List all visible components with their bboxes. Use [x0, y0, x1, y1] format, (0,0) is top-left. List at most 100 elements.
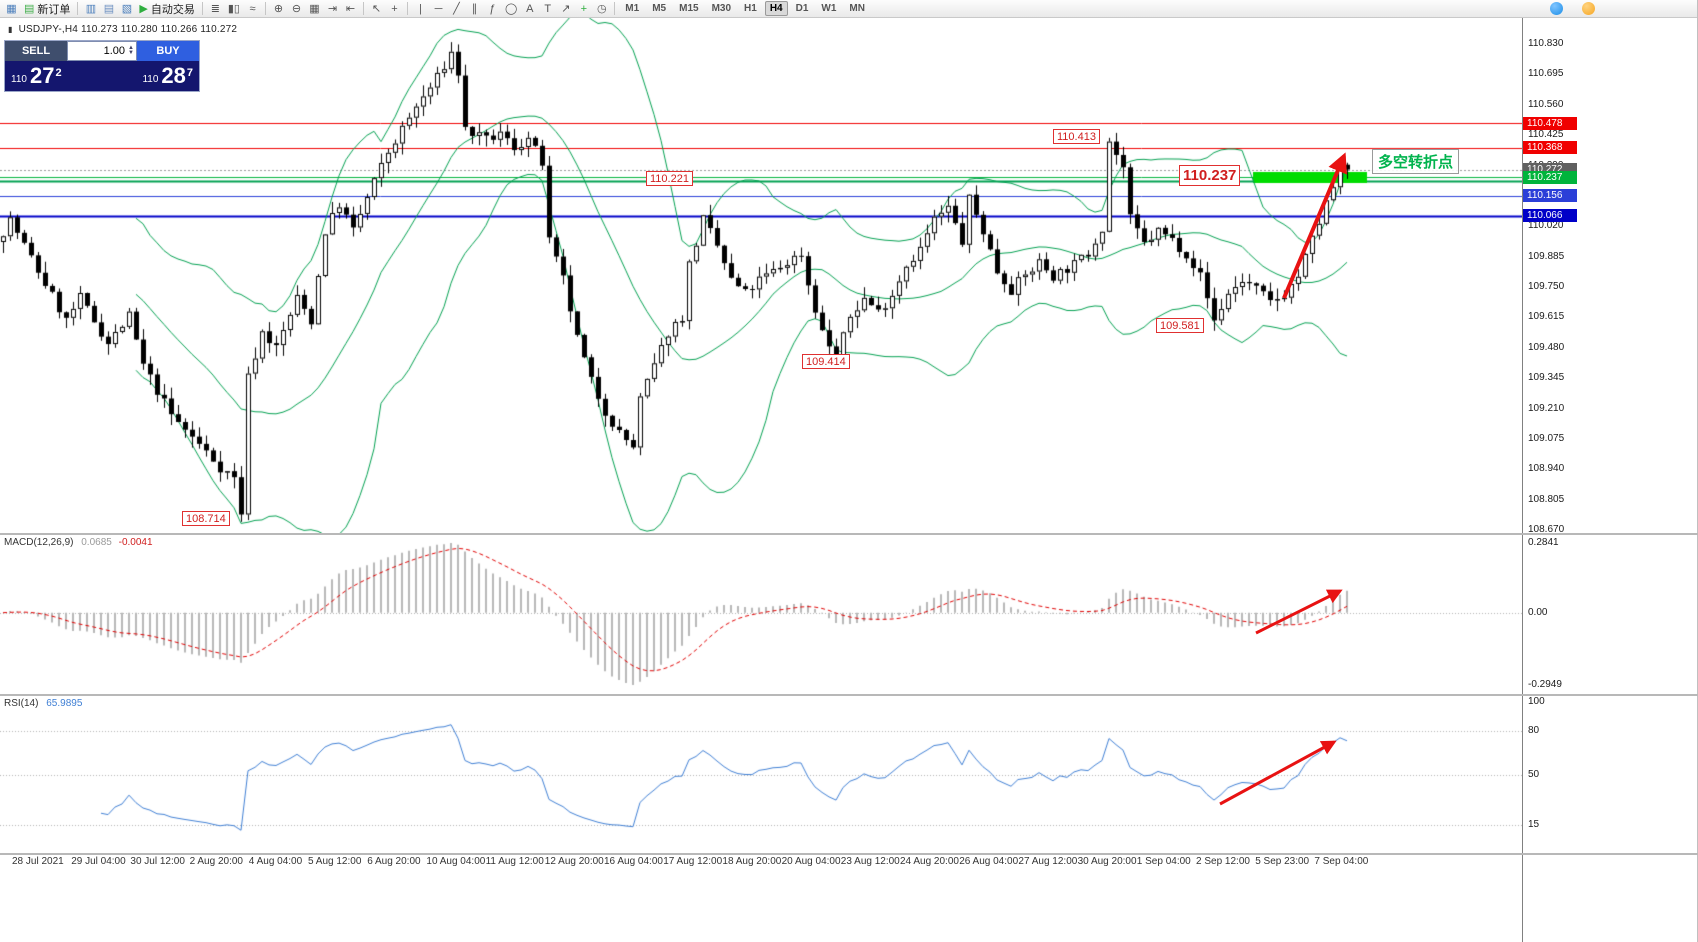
fibonacci-icon[interactable]: ƒ: [484, 1, 501, 17]
sell-price[interactable]: 110 27 2: [11, 64, 62, 88]
axis-tick-label: 110.020: [1528, 220, 1564, 232]
rsi-panel-canvas[interactable]: [0, 696, 1522, 853]
timeframe-button-h1[interactable]: H1: [744, 3, 757, 14]
text-label-icon-glyph: T: [544, 2, 552, 15]
rsi-value: 65.9895: [46, 698, 83, 709]
macd-signal-value: -0.0041: [118, 537, 153, 548]
timeframe-button-m15[interactable]: M15: [679, 3, 699, 14]
time-label: 30 Aug 20:00: [1077, 856, 1137, 867]
period-icon[interactable]: ◷: [593, 1, 610, 17]
chart-price-label[interactable]: 110.237: [1179, 165, 1241, 186]
main-chart-canvas[interactable]: [0, 18, 1522, 533]
axis-tick-label: 0.00: [1528, 606, 1548, 618]
zoom-out-icon[interactable]: ⊖: [288, 1, 305, 17]
vertical-line-icon-glyph: |: [419, 2, 422, 15]
text-icon[interactable]: A: [521, 1, 538, 17]
time-label: 16 Aug 04:00: [604, 856, 663, 867]
time-label: 20 Aug 04:00: [781, 856, 841, 867]
axis-tick-label: 109.345: [1528, 372, 1565, 384]
buy-price[interactable]: 110 28 7: [142, 64, 193, 88]
notification-dot-blue[interactable]: [1550, 2, 1563, 15]
channel-icon[interactable]: ∥: [466, 1, 483, 17]
candlestick-chart-icon[interactable]: ▮▯: [225, 1, 243, 17]
time-axis[interactable]: 28 Jul 2021 29 Jul 04:00 30 Jul 12:00 2 Aug…: [0, 856, 1522, 870]
text-label-icon[interactable]: T: [539, 1, 556, 17]
chart-price-label[interactable]: 109.581: [1156, 318, 1204, 333]
axis-tick-label: 109.885: [1528, 250, 1565, 262]
one-click-trade-panel: SELL 1.00 ▲ ▼ BUY 110 27 2 110 28 7: [4, 40, 200, 92]
bar-chart-icon[interactable]: ≣: [207, 1, 224, 17]
navigator-icon[interactable]: ▧: [118, 1, 135, 17]
axis-tick-label: 109.210: [1528, 402, 1565, 414]
axis-tick-label: 110.830: [1528, 38, 1564, 49]
price-axis[interactable]: 108.670 108.805 108.940 109.075 109.210 109.3…: [1522, 18, 1697, 942]
chart-shift-icon[interactable]: ⇤: [342, 1, 359, 17]
rsi-indicator-label: RSI(14) 65.9895: [4, 698, 82, 709]
timeframe-button-m1[interactable]: M1: [625, 3, 640, 14]
horizontal-line-icon-glyph: ─: [434, 2, 443, 15]
text-icon-glyph: A: [526, 2, 534, 15]
panel-separator[interactable]: [0, 533, 1698, 535]
shapes-icon[interactable]: ◯: [502, 1, 520, 17]
axis-tick-label: 110.695: [1528, 68, 1564, 80]
time-label: 1 Sep 04:00: [1136, 856, 1191, 867]
shapes-icon-glyph: ◯: [504, 2, 518, 15]
axis-tick-label: 15: [1528, 819, 1540, 831]
line-chart-icon-glyph: ≈: [249, 2, 256, 15]
crosshair-icon[interactable]: +: [386, 1, 403, 17]
fibonacci-icon-glyph: ƒ: [489, 2, 496, 15]
axis-tick-label: 108.805: [1528, 493, 1565, 505]
time-label: 5 Sep 23:00: [1255, 856, 1310, 867]
arrows-tool-icon[interactable]: ↗: [557, 1, 574, 17]
chart-price-label[interactable]: 108.714: [182, 511, 230, 526]
timeframe-button-w1[interactable]: W1: [821, 3, 837, 14]
toolbar-separator: [614, 2, 616, 15]
new-order-button[interactable]: ▤ 新订单: [21, 1, 73, 17]
notification-dot-orange[interactable]: [1582, 2, 1595, 15]
horizontal-line-icon[interactable]: ─: [430, 1, 447, 17]
price-tag: 110.156: [1523, 189, 1577, 203]
time-label: 18 Aug 20:00: [722, 856, 782, 867]
chart-price-label[interactable]: 110.413: [1053, 129, 1100, 144]
macd-name: MACD(12,26,9): [4, 537, 74, 548]
panel-separator[interactable]: [0, 694, 1698, 696]
volume-input[interactable]: 1.00 ▲ ▼: [67, 41, 137, 61]
zoom-out-icon-glyph: ⊖: [291, 2, 302, 15]
macd-panel-canvas[interactable]: [0, 535, 1522, 693]
tile-windows-icon[interactable]: ▦: [306, 1, 323, 17]
add-indicator-icon[interactable]: +: [575, 1, 592, 17]
buy-price-prefix: 110: [142, 74, 159, 85]
sell-button[interactable]: SELL: [5, 41, 67, 61]
toolbar-separator: [77, 2, 79, 15]
chart-window-icon[interactable]: ▦: [3, 1, 20, 17]
chart-price-label[interactable]: 110.221: [646, 171, 693, 186]
cursor-icon[interactable]: ↖: [368, 1, 385, 17]
vertical-line-icon[interactable]: |: [412, 1, 429, 17]
timeframe-button-h4[interactable]: H4: [764, 1, 788, 16]
trendline-icon[interactable]: ╱: [448, 1, 465, 17]
timeframe-button-m30[interactable]: M30: [711, 3, 732, 14]
zoom-in-icon[interactable]: ⊕: [270, 1, 287, 17]
auto-scroll-icon[interactable]: ⇥: [324, 1, 341, 17]
sell-price-prefix: 110: [11, 74, 27, 85]
market-watch-icon[interactable]: ▥: [82, 1, 99, 17]
timeframe-button-d1[interactable]: D1: [795, 3, 809, 14]
cursor-icon-glyph: ↖: [371, 2, 382, 15]
auto-trading-button[interactable]: ▶ 自动交易: [136, 1, 197, 17]
timeframe-button-mn[interactable]: MN: [849, 3, 865, 14]
toolbar-separator: [406, 2, 408, 15]
chart-price-label[interactable]: 109.414: [802, 354, 850, 369]
time-label: 7 Sep 04:00: [1314, 856, 1369, 867]
line-chart-icon[interactable]: ≈: [244, 1, 261, 17]
data-window-icon[interactable]: ▤: [100, 1, 117, 17]
turning-point-note[interactable]: 多空转折点: [1372, 149, 1460, 174]
bar-chart-icon-glyph: ≣: [210, 2, 220, 15]
chart-window-icon-glyph: ▦: [6, 2, 17, 15]
navigator-icon-glyph: ▧: [121, 2, 133, 15]
zoom-in-icon-glyph: ⊕: [273, 2, 284, 15]
timeframe-button-m5[interactable]: M5: [652, 3, 667, 14]
volume-spinner[interactable]: ▲ ▼: [128, 45, 134, 56]
buy-button[interactable]: BUY: [137, 41, 199, 61]
auto-scroll-icon-glyph: ⇥: [327, 2, 338, 15]
